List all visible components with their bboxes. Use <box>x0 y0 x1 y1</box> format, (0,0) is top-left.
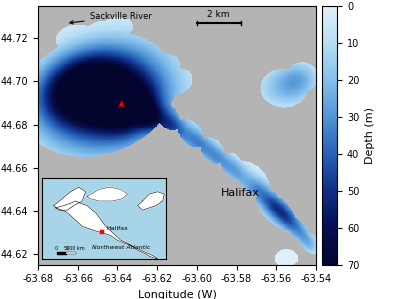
Text: 100 km: 100 km <box>66 246 85 251</box>
Polygon shape <box>54 187 86 210</box>
Polygon shape <box>56 201 158 259</box>
Polygon shape <box>87 187 128 201</box>
X-axis label: Longitude (W): Longitude (W) <box>138 290 216 299</box>
Y-axis label: Depth (m): Depth (m) <box>365 107 375 164</box>
Text: Halifax: Halifax <box>106 227 128 231</box>
Text: 2 km: 2 km <box>208 10 230 19</box>
Text: Halifax: Halifax <box>221 188 260 199</box>
Text: 50: 50 <box>63 246 70 251</box>
Text: 0: 0 <box>55 246 58 251</box>
Text: Sackville River: Sackville River <box>70 12 152 24</box>
Text: Northwest Atlantic: Northwest Atlantic <box>92 245 150 250</box>
Polygon shape <box>138 192 164 210</box>
